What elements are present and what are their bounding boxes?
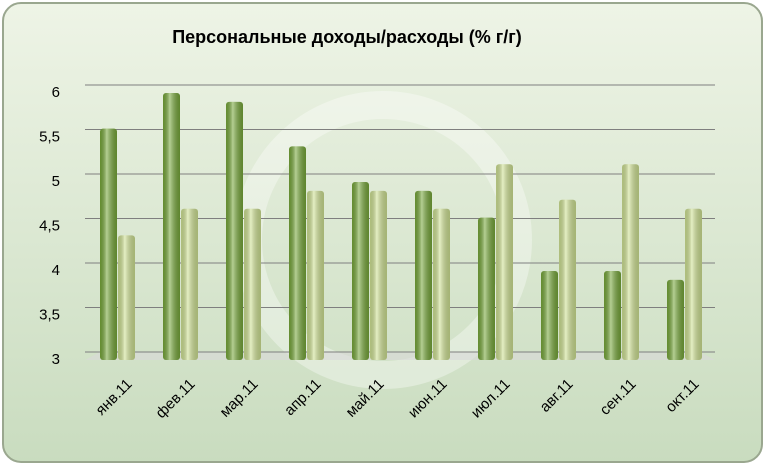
bar-shine	[415, 190, 432, 360]
bar-shine	[559, 199, 576, 360]
bar-shine	[433, 208, 450, 360]
bar-shine	[667, 279, 684, 360]
chart-title: Персональные доходы/расходы (% г/г)	[172, 27, 522, 47]
bar-shine	[181, 208, 198, 360]
bar-shine	[100, 128, 117, 360]
bar-shine	[370, 190, 387, 360]
bar-shine	[118, 235, 135, 360]
bar-shine	[478, 217, 495, 360]
y-tick-label: 4	[52, 262, 60, 279]
bar-shine	[163, 93, 180, 360]
bar-shine	[622, 164, 639, 360]
y-tick-label: 4,5	[39, 217, 60, 234]
bar-shine	[496, 164, 513, 360]
y-tick-label: 3	[52, 351, 60, 368]
bar-shine	[685, 208, 702, 360]
y-tick-label: 5	[52, 173, 60, 190]
bar-shine	[289, 146, 306, 360]
y-tick-label: 5,5	[39, 128, 60, 145]
y-tick-label: 6	[52, 84, 60, 101]
bar-shine	[244, 208, 261, 360]
bar-shine	[352, 182, 369, 360]
bar-shine	[307, 190, 324, 360]
bar-shine	[541, 271, 558, 360]
y-tick-label: 3,5	[39, 306, 60, 323]
bar-shine	[226, 101, 243, 361]
bar-shine	[604, 271, 621, 360]
